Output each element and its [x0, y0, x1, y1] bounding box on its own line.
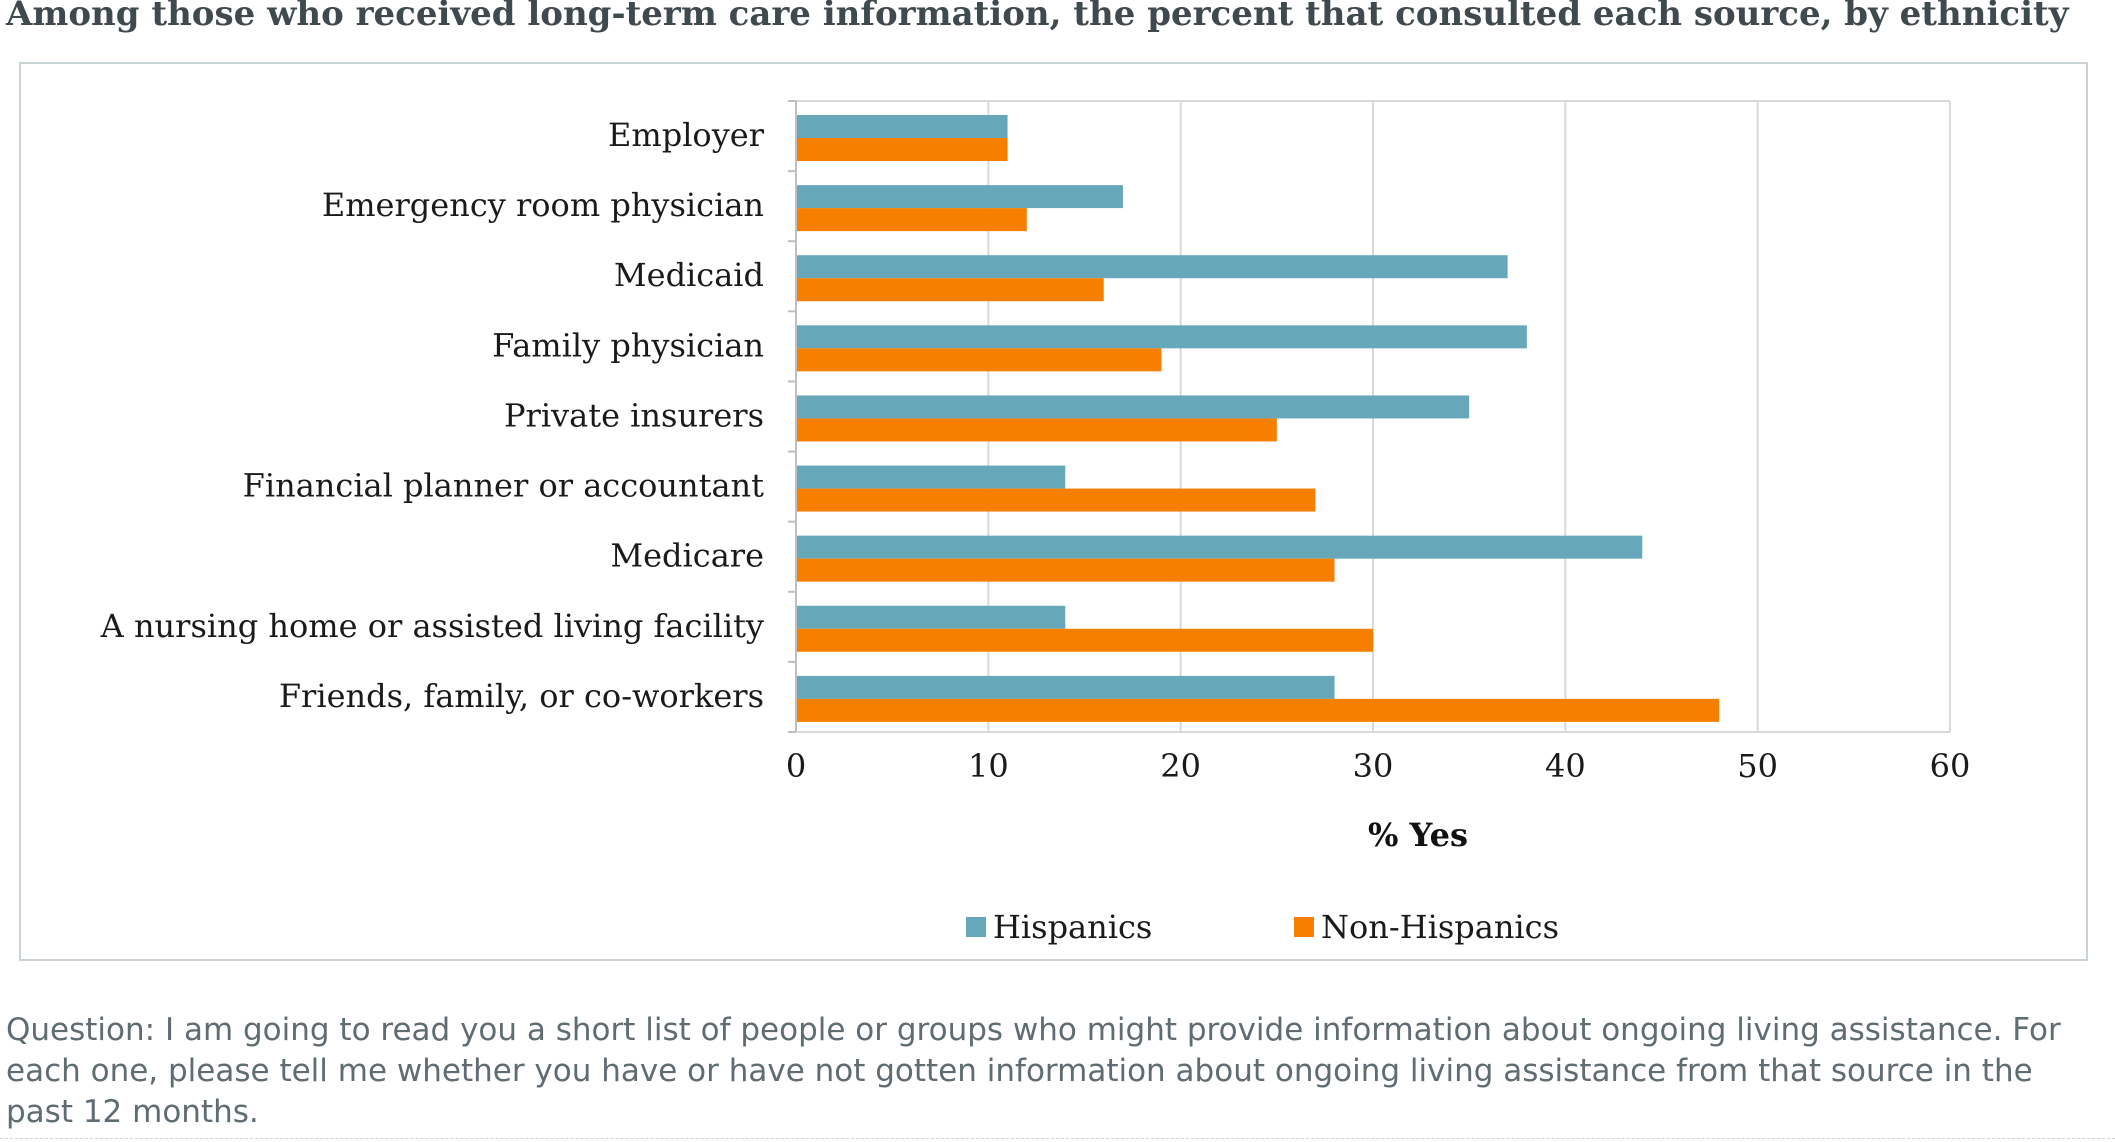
x-tick-label: 10 — [968, 747, 1009, 785]
bar-hispanics — [796, 675, 1335, 699]
x-tick-label: 0 — [786, 747, 806, 785]
bar-hispanics — [796, 535, 1643, 559]
bar-non-hispanics — [796, 348, 1162, 372]
bar-hispanics — [796, 255, 1508, 279]
x-tick-labels: 0 10 20 30 40 50 60 — [786, 747, 1971, 785]
bar-hispanics — [796, 605, 1066, 629]
category-label: Medicare — [610, 537, 764, 575]
x-tick-label: 20 — [1160, 747, 1201, 785]
bar-hispanics — [796, 185, 1123, 209]
category-label: A nursing home or assisted living facili… — [100, 607, 764, 645]
legend-swatch-hispanics — [966, 917, 986, 937]
category-label: Family physician — [492, 326, 764, 364]
bar-non-hispanics — [796, 138, 1008, 161]
category-label: Private insurers — [504, 396, 764, 434]
category-label: Emergency room physician — [322, 186, 764, 224]
bar-non-hispanics — [796, 558, 1335, 582]
chart-title: Among those who received long-term care … — [6, 0, 2069, 34]
category-label: Medicaid — [614, 256, 764, 294]
bar-hispanics — [796, 465, 1066, 489]
x-tick-label: 30 — [1353, 747, 1394, 785]
chart-frame — [19, 62, 2088, 961]
category-label: Friends, family, or co-workers — [279, 677, 764, 715]
category-labels: Employer Emergency room physician Medicaid… — [100, 116, 765, 715]
bar-non-hispanics — [796, 488, 1316, 512]
bar-non-hispanics — [796, 208, 1027, 232]
bar-non-hispanics — [796, 418, 1277, 442]
legend-label: Non-Hispanics — [1321, 908, 1559, 946]
legend: Hispanics Non-Hispanics — [966, 908, 1559, 946]
question-note: Question: I am going to read you a short… — [6, 1012, 2061, 1130]
x-tick-label: 50 — [1737, 747, 1778, 785]
bottom-divider — [0, 1138, 2115, 1139]
bar-hispanics — [796, 325, 1527, 349]
legend-label: Hispanics — [993, 908, 1152, 946]
bar-non-hispanics — [796, 628, 1373, 652]
x-tick-label: 60 — [1930, 747, 1971, 785]
category-label: Employer — [608, 116, 765, 154]
x-axis-label: % Yes — [1368, 816, 1468, 854]
category-label: Financial planner or accountant — [243, 467, 764, 505]
x-tick-label: 40 — [1545, 747, 1586, 785]
bar-non-hispanics — [796, 698, 1720, 722]
bar-hispanics — [796, 115, 1008, 138]
bar-non-hispanics — [796, 278, 1104, 302]
axes — [788, 100, 1950, 733]
legend-swatch-non-hispanics — [1294, 917, 1314, 937]
bar-hispanics — [796, 395, 1470, 419]
bars — [796, 115, 1720, 722]
bar-chart: Employer Emergency room physician Medicaid… — [100, 100, 1971, 946]
